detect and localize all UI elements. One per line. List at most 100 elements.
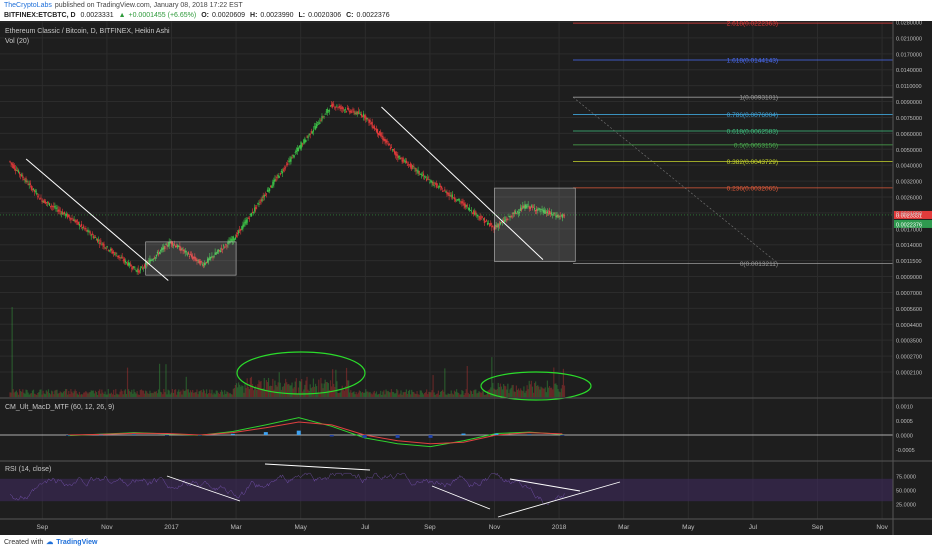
volume-bar (436, 393, 438, 397)
volume-bar (532, 392, 535, 397)
candle-body (306, 136, 308, 138)
volume-bar (197, 394, 199, 397)
candle-body (364, 115, 366, 119)
volume-bar (329, 380, 332, 397)
volume-bar (202, 389, 204, 397)
volume-bar (517, 388, 520, 397)
volume-bar (239, 384, 241, 397)
candle-body (89, 231, 91, 235)
low-label: L: (298, 12, 306, 19)
macd-pane[interactable]: 0.0010 0.0005 0.0000 -0.0005 (0, 405, 915, 455)
volume-bar (56, 389, 58, 397)
candle-body (92, 235, 94, 239)
symbol[interactable]: BITFINEX:ETCBTC, D (4, 12, 76, 19)
volume-bar (13, 392, 15, 397)
chart-canvas[interactable]: 3.618(0.0302253)2.618(0.0222363)1.618(0.… (0, 21, 932, 535)
candle-body (199, 260, 201, 265)
volume-bar (412, 391, 414, 397)
volume-bar (275, 385, 277, 397)
volume-bar (465, 389, 467, 397)
fib-level-label: 2.618(0.0222363) (727, 21, 778, 28)
author-link[interactable]: TheCryptoLabs (4, 2, 52, 9)
price-pane[interactable]: 3.618(0.0302253)2.618(0.0222363)1.618(0.… (0, 21, 932, 281)
fib-level-label: 0.618(0.0062583) (727, 128, 778, 135)
candle-body (389, 147, 391, 150)
volume-bar (402, 392, 404, 397)
candle-body (447, 193, 449, 195)
candle-body (374, 128, 376, 130)
candle-body (193, 256, 195, 259)
volume-bar (376, 394, 379, 397)
candle-body (377, 133, 380, 135)
candle-body (247, 217, 249, 219)
candle-body (415, 168, 417, 172)
candle-body (305, 139, 307, 143)
volume-bar (158, 363, 161, 397)
candle-body (401, 160, 403, 162)
candle-body (484, 221, 487, 223)
macd-histogram-bar (164, 435, 169, 436)
volume-bar (76, 393, 78, 397)
candle-body (106, 246, 108, 248)
candle-body (141, 267, 144, 269)
candle-body (420, 173, 422, 175)
volume-bar (176, 394, 178, 397)
candle-body (355, 112, 357, 114)
volume-bar (509, 389, 511, 397)
volume-bar (251, 384, 254, 397)
price-tick-label: 0.0210000 (896, 36, 922, 42)
volume-bar (139, 390, 141, 397)
volume-bar (349, 392, 351, 397)
candle-body (242, 224, 244, 229)
volume-bar (502, 384, 505, 397)
volume-bar (498, 387, 500, 397)
volume-bar (277, 382, 279, 397)
volume-bar (208, 393, 210, 397)
candle-body (142, 267, 145, 269)
volume-bar (408, 389, 411, 397)
candle-body (176, 245, 178, 248)
volume-bar (371, 394, 373, 397)
candle-body (340, 107, 342, 109)
volume-bar (352, 392, 354, 397)
candle-body (234, 237, 237, 240)
volume-bar (200, 390, 202, 397)
candle-body (360, 114, 363, 117)
candle-body (327, 110, 329, 112)
candle-body (207, 258, 209, 263)
volume-bar (209, 389, 211, 397)
volume-bar (468, 394, 471, 397)
volume-bar (141, 390, 144, 397)
tradingview-brand[interactable]: TradingView (56, 539, 98, 546)
candle-body (493, 227, 495, 230)
volume-bar (217, 392, 219, 397)
candle-body (11, 163, 13, 166)
volume-bar (407, 390, 410, 397)
candle-body (17, 170, 20, 173)
volume-bar (132, 393, 134, 397)
candle-body (367, 118, 369, 120)
candle-body (341, 106, 343, 109)
volume-bar (54, 390, 56, 397)
candle-body (219, 250, 222, 252)
candle-body (394, 150, 396, 154)
candle-body (556, 214, 558, 218)
volume-bar (129, 391, 131, 397)
candle-body (20, 174, 22, 176)
volume-bar (93, 393, 96, 397)
candle-body (271, 186, 273, 188)
macd-histogram-bar (395, 435, 400, 438)
candle-body (12, 164, 14, 168)
volume-bar (483, 394, 485, 397)
price-tick-label: 0.0007000 (896, 291, 922, 297)
volume-bar (332, 369, 334, 397)
close-value: 0.0022376 (356, 12, 390, 19)
price-tick-label: 0.0003500 (896, 339, 922, 345)
volume-bar (229, 392, 231, 397)
publish-text: published on TradingView.com, January 08… (54, 2, 243, 9)
candle-body (135, 270, 137, 271)
volume-bar (219, 391, 222, 397)
volume-bar (106, 394, 108, 397)
volume-bar (341, 385, 343, 397)
rsi-pane[interactable]: 75.0000 50.0000 25.0000 (0, 463, 916, 518)
